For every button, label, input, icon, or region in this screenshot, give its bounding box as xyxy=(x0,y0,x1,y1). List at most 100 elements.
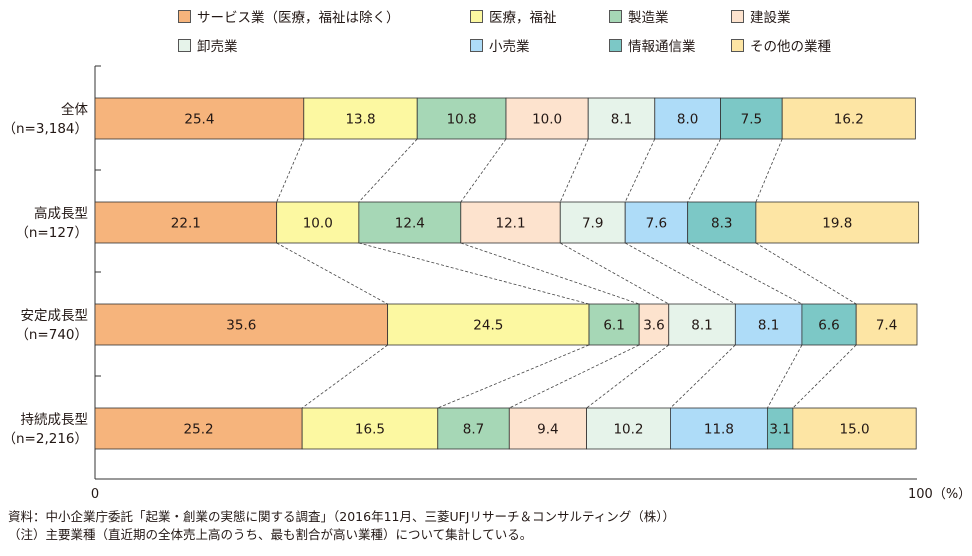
legend-item-medical: 医療，福祉 xyxy=(470,6,557,26)
category-sublabel: （n=127） xyxy=(15,225,88,241)
connector-line xyxy=(301,344,388,409)
connector-line xyxy=(460,242,640,305)
legend-item-other: その他の業種 xyxy=(731,35,831,55)
bar-segment xyxy=(94,407,303,450)
connector-line xyxy=(792,344,857,409)
category-label: 持続成長型 xyxy=(21,412,89,428)
data-label: 8.1 xyxy=(691,318,712,334)
connector-line xyxy=(687,242,803,305)
data-label: 22.1 xyxy=(171,216,201,232)
data-label: 25.2 xyxy=(184,422,214,438)
legend-item-wholesale: 卸売業 xyxy=(178,35,238,55)
category-label: 全体 xyxy=(61,101,88,118)
legend-item-manufacturing: 製造業 xyxy=(609,6,669,26)
connector-line xyxy=(559,138,589,203)
bar-segment xyxy=(358,201,462,244)
source-note: 資料：中小企業庁委託「起業・創業の実態に関する調査」（2016年11月、三菱UF… xyxy=(8,509,675,524)
bar-segment xyxy=(687,201,757,244)
connector-line xyxy=(586,344,669,409)
data-label: 11.8 xyxy=(704,422,734,438)
connector-line xyxy=(767,344,803,409)
bar-segment xyxy=(654,97,721,140)
connector-line xyxy=(670,344,736,409)
connector-line xyxy=(755,138,783,203)
legend-swatch xyxy=(178,38,191,52)
connector-line xyxy=(560,242,669,305)
legend-swatch xyxy=(731,9,744,23)
connector-line xyxy=(276,242,388,305)
legend-label: 建設業 xyxy=(750,10,791,26)
category-label: 高成長型 xyxy=(34,205,88,222)
legend-swatch xyxy=(609,38,622,52)
data-label: 6.1 xyxy=(603,318,624,334)
bar-segment xyxy=(416,97,507,140)
connector-line xyxy=(624,242,736,305)
bar-segment xyxy=(437,407,510,450)
data-label: 7.4 xyxy=(876,318,897,334)
data-label: 10.0 xyxy=(532,112,562,128)
footnote: （注）主要業種（直近期の全体売上高のうち、最も割合が高い業種）について集計してい… xyxy=(8,527,533,542)
data-label: 10.8 xyxy=(447,112,477,128)
data-label: 6.6 xyxy=(818,318,839,334)
bar-segment xyxy=(505,97,589,140)
connector-line xyxy=(358,242,590,305)
connector-line xyxy=(460,138,507,203)
legend-swatch xyxy=(470,9,483,23)
legend-swatch xyxy=(178,9,191,23)
data-label: 25.4 xyxy=(184,112,214,128)
data-label: 9.4 xyxy=(537,422,558,438)
legend-label: 卸売業 xyxy=(197,39,238,55)
bar-segment xyxy=(387,303,590,346)
connector-line xyxy=(509,344,640,409)
legend-label: 情報通信業 xyxy=(628,39,696,55)
data-label: 35.6 xyxy=(226,318,256,334)
data-label: 16.5 xyxy=(355,422,385,438)
connector-line xyxy=(755,242,857,305)
data-label: 19.8 xyxy=(822,216,852,232)
connector-line xyxy=(276,138,305,203)
bar-segment xyxy=(559,201,626,244)
bar-segment xyxy=(670,407,768,450)
bar-segment xyxy=(301,407,439,450)
x-tick-label: 0 xyxy=(91,487,99,500)
bar-segment xyxy=(460,201,561,244)
bar-segment xyxy=(755,201,920,244)
legend-label: 小売業 xyxy=(489,39,530,55)
data-label: 12.1 xyxy=(495,216,525,232)
bar-segment xyxy=(276,201,360,244)
bar-segment xyxy=(781,97,916,140)
connector-line xyxy=(437,344,590,409)
bar-segment xyxy=(855,303,918,346)
data-label: 3.1 xyxy=(769,422,790,438)
category-label: 安定成長型 xyxy=(21,308,89,324)
category-sublabel: （n=2,216） xyxy=(2,431,88,447)
bar-segment xyxy=(720,97,783,140)
data-label: 8.7 xyxy=(463,422,484,438)
bar-segment xyxy=(668,303,736,346)
bar-segment xyxy=(94,201,278,244)
data-label: 8.1 xyxy=(758,318,779,334)
data-label: 7.9 xyxy=(582,216,603,232)
legend-item-ict: 情報通信業 xyxy=(609,35,696,55)
legend-label: 製造業 xyxy=(628,10,669,26)
data-label: 24.5 xyxy=(473,318,503,334)
data-label: 12.4 xyxy=(395,216,425,232)
bar-segment xyxy=(508,407,587,450)
connector-line xyxy=(687,138,721,203)
connector-line xyxy=(358,138,418,203)
category-sublabel: （n=3,184） xyxy=(2,121,88,137)
data-label: 8.0 xyxy=(677,112,698,128)
legend-swatch xyxy=(731,38,744,52)
bar-segment xyxy=(766,407,794,450)
bar-segment xyxy=(792,407,917,450)
stacked-bar-chart: 0 100（%） 25.4 13.8 10.8 10.0 8.1 8.0 7.5 16.2 全体 （n… xyxy=(2,65,971,500)
data-label: 10.2 xyxy=(613,422,643,438)
data-label: 13.8 xyxy=(345,112,375,128)
data-label: 16.2 xyxy=(834,112,864,128)
legend-item-construction: 建設業 xyxy=(731,6,791,26)
legend-swatch xyxy=(470,38,483,52)
data-label: 10.0 xyxy=(303,216,333,232)
bar-segment xyxy=(588,303,640,346)
x-tick-label: 100（%） xyxy=(908,487,971,500)
data-label: 7.6 xyxy=(646,216,667,232)
